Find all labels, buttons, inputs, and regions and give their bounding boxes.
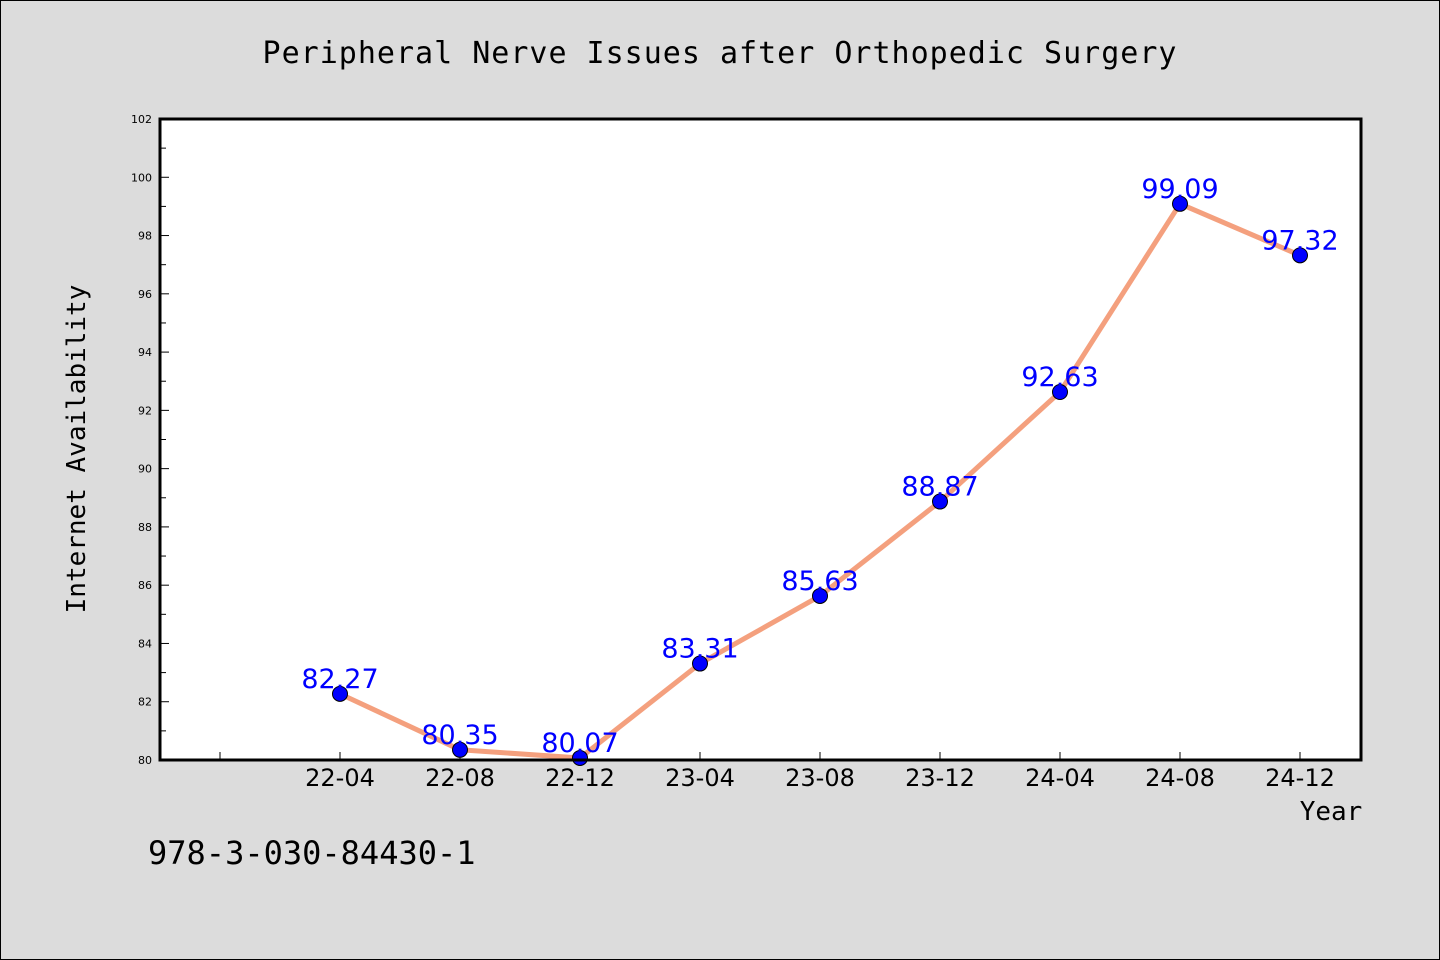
data-label: 99.09 bbox=[1141, 174, 1218, 205]
y-tick-label: 86 bbox=[138, 579, 152, 592]
data-label-layer: 82.27 80.35 80.07 83.31 85.63 88.87 92.63 99.09… bbox=[301, 174, 1338, 759]
data-point bbox=[692, 655, 708, 672]
x-axis-title: Year bbox=[1300, 797, 1363, 827]
x-tick-label: 24-08 bbox=[1145, 764, 1215, 792]
x-tick-label: 22-12 bbox=[545, 764, 615, 792]
y-tick-label: 90 bbox=[138, 463, 152, 476]
plot-area bbox=[160, 119, 1361, 760]
y-tick-label: 82 bbox=[138, 696, 152, 709]
plot-frame bbox=[158, 117, 1363, 762]
data-label: 80.07 bbox=[541, 728, 618, 759]
chart-title: Peripheral Nerve Issues after Orthopedic… bbox=[263, 36, 1178, 71]
x-tick-label: 24-04 bbox=[1025, 764, 1095, 792]
axes: 80 82 84 86 88 90 92 94 96 98 100 102 22-04 22-08 22-1… bbox=[131, 113, 1335, 792]
footer-identifier: 978-3-030-84430-1 bbox=[148, 834, 476, 872]
data-label: 83.31 bbox=[661, 634, 738, 665]
data-point bbox=[932, 493, 948, 510]
x-tick-label: 23-08 bbox=[785, 764, 855, 792]
x-tick-label: 22-04 bbox=[305, 764, 375, 792]
y-tick-label: 96 bbox=[138, 288, 152, 301]
data-point bbox=[1052, 384, 1068, 401]
y-tick-label: 84 bbox=[138, 637, 152, 650]
data-label: 85.63 bbox=[781, 566, 858, 597]
data-point bbox=[812, 587, 828, 604]
y-axis-title: Internet Availability bbox=[62, 285, 92, 614]
x-tick-label: 23-04 bbox=[665, 764, 735, 792]
data-label: 92.63 bbox=[1021, 362, 1098, 393]
series-layer bbox=[332, 195, 1308, 766]
data-label: 88.87 bbox=[901, 472, 978, 503]
data-point bbox=[572, 749, 588, 766]
x-tick-label: 22-08 bbox=[425, 764, 495, 792]
data-label: 82.27 bbox=[301, 664, 378, 695]
data-point bbox=[332, 685, 348, 702]
x-tick-label: 24-12 bbox=[1265, 764, 1335, 792]
x-tick-label: 23-12 bbox=[905, 764, 975, 792]
y-tick-label: 92 bbox=[138, 404, 152, 417]
data-point bbox=[1172, 195, 1188, 212]
y-tick-label: 98 bbox=[138, 230, 152, 243]
data-label: 80.35 bbox=[421, 720, 498, 751]
y-tick-label: 94 bbox=[138, 346, 152, 359]
y-tick-label: 100 bbox=[131, 171, 152, 184]
y-tick-label: 80 bbox=[138, 754, 152, 767]
y-tick-label: 88 bbox=[138, 521, 152, 534]
data-point bbox=[452, 741, 468, 758]
data-point bbox=[1292, 247, 1308, 264]
data-label: 97.32 bbox=[1261, 225, 1338, 256]
y-tick-label: 102 bbox=[131, 113, 152, 126]
